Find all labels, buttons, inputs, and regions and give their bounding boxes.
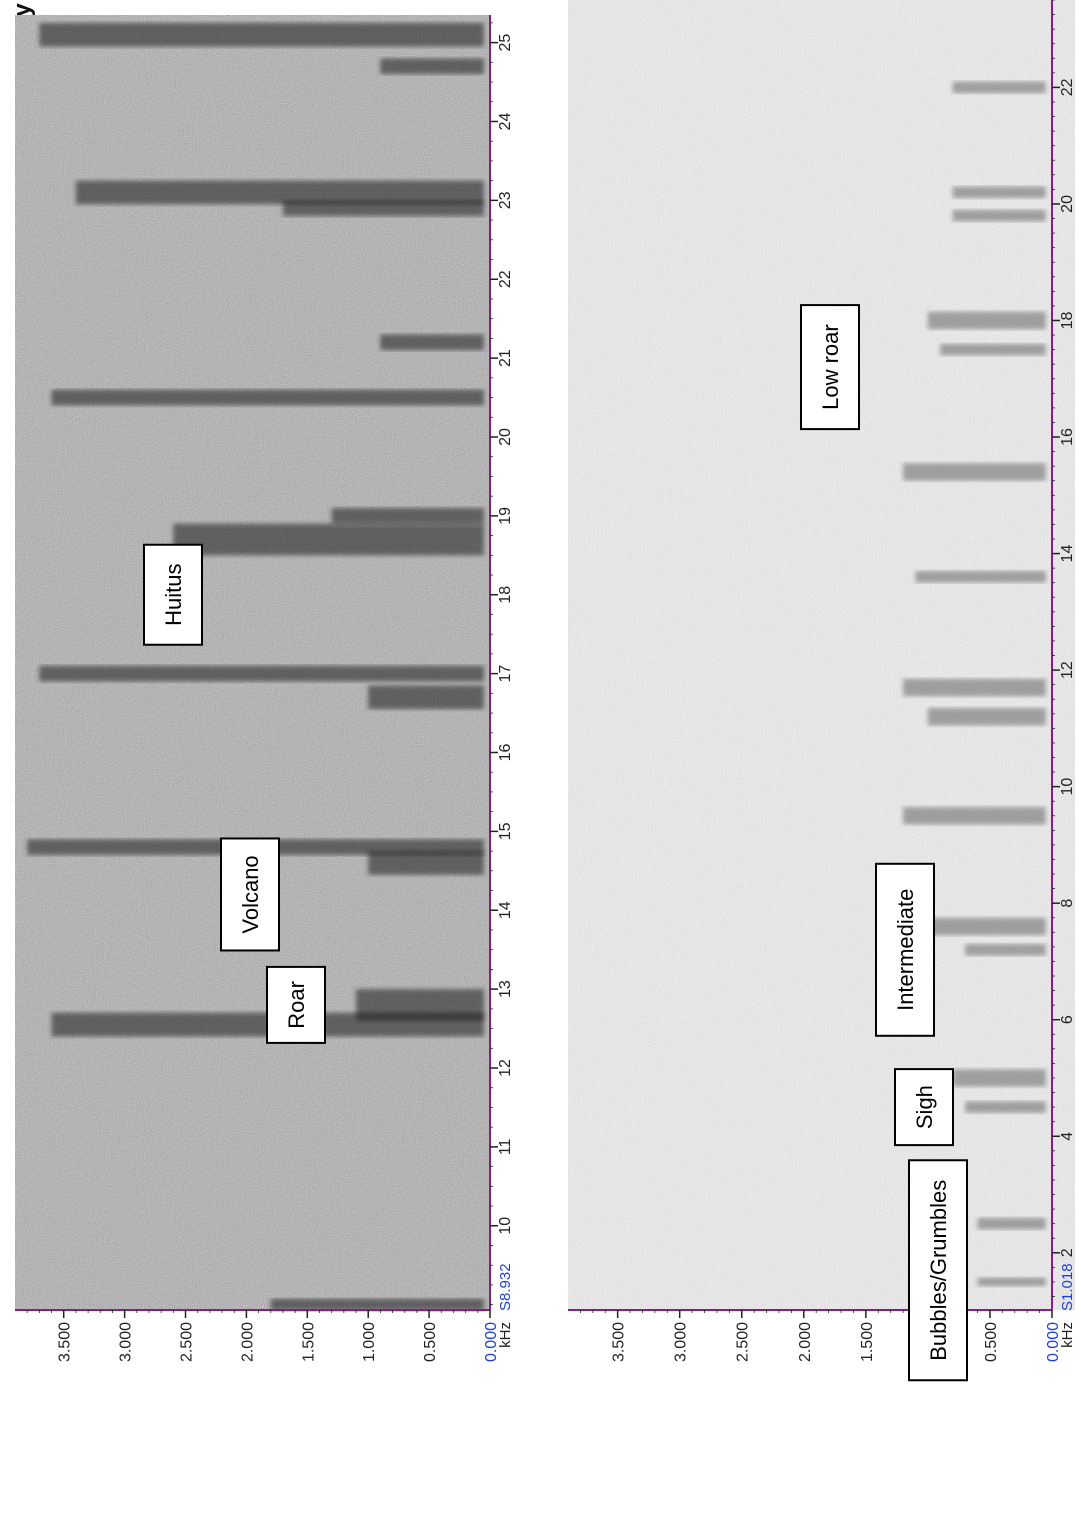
frequency-tick-label: 3.500 <box>611 1322 628 1362</box>
call-label-text: Roar <box>284 981 309 1029</box>
call-mark <box>380 334 484 351</box>
call-mark <box>940 343 1046 356</box>
panel-1-axes: 10 11 12 13 14 15 16 17 18 19 20 21 22 23 24 25 S8.932 0.… <box>15 15 514 1362</box>
time-tick-label: 25 <box>497 34 514 52</box>
frequency-tick-label: 1.000 <box>361 1322 378 1362</box>
call-mark <box>977 1277 1046 1287</box>
call-mark <box>977 1217 1046 1230</box>
time-tick-label: 13 <box>497 980 514 998</box>
frequency-tick-label: 0.500 <box>422 1322 439 1362</box>
frequency-tick-label: 3.000 <box>673 1322 690 1362</box>
call-mark <box>927 917 1046 936</box>
frequency-tick-label: 1.500 <box>859 1322 876 1362</box>
call-mark <box>39 665 484 682</box>
call-mark <box>356 989 484 1021</box>
call-mark <box>270 1298 484 1311</box>
frequency-tick-label: 0.000 <box>483 1322 500 1362</box>
time-tick-label: 16 <box>497 743 514 761</box>
time-start-label: S8.932 <box>497 1263 514 1311</box>
time-tick-label: 4 <box>1059 1132 1076 1141</box>
call-mark <box>331 507 484 524</box>
time-tick-label: 23 <box>497 191 514 209</box>
call-mark <box>965 943 1046 956</box>
call-label-text: Huitus <box>161 564 186 626</box>
call-mark <box>952 1069 1046 1087</box>
frequency-tick-label: 1.500 <box>300 1322 317 1362</box>
time-tick-label: 18 <box>1059 311 1076 329</box>
call-label-box <box>266 965 326 1044</box>
time-tick-label: 20 <box>1059 195 1076 213</box>
call-label-box <box>143 543 203 646</box>
panel-1-call-marks <box>27 22 484 1311</box>
call-mark <box>368 851 484 875</box>
time-tick-label: 11 <box>497 1138 514 1155</box>
call-mark <box>903 678 1046 697</box>
frequency-unit-label: kHz <box>497 1322 514 1348</box>
call-label-text: Low roar <box>818 324 843 410</box>
call-mark <box>368 685 484 710</box>
time-tick-label: 21 <box>497 349 514 367</box>
call-label-text: Intermediate <box>893 889 918 1011</box>
frequency-tick-label: 2.500 <box>735 1322 752 1362</box>
call-mark <box>173 523 484 556</box>
call-mark <box>903 463 1046 481</box>
call-mark <box>380 58 484 75</box>
frequency-tick-label: 2.000 <box>239 1322 256 1362</box>
panel-1-noise <box>15 15 490 1310</box>
frequency-tick-label: 0.000 <box>1045 1322 1062 1362</box>
frequency-tick-label: 0.500 <box>983 1322 1000 1362</box>
panel-1-annotations: Roar Volcano Huitus <box>143 543 326 1044</box>
call-label-box <box>800 304 860 431</box>
call-label-box <box>908 1159 968 1382</box>
call-mark <box>915 571 1046 583</box>
time-tick-label: 12 <box>1059 661 1076 679</box>
spectrogram-panel-1: 10 11 12 13 14 15 16 17 18 19 20 21 22 23 24 25 S8.932 0.… <box>15 15 514 1362</box>
frequency-tick-label: 3.000 <box>118 1322 135 1362</box>
time-tick-label: 22 <box>497 270 514 288</box>
call-mark <box>927 707 1046 726</box>
time-tick-label: 22 <box>1059 78 1076 96</box>
panel-2-annotations: Bubbles/Grumbles Sigh Intermediate Low roar <box>800 304 968 1382</box>
panel-2-axes: 246810121416182022S1.0180.0000.5001.0001… <box>568 0 1076 1362</box>
call-label-text: Volcano <box>238 855 263 933</box>
call-mark <box>952 81 1046 94</box>
call-label-box <box>894 1068 954 1147</box>
time-tick-label: 17 <box>497 665 514 683</box>
time-start-label: S1.018 <box>1059 1263 1076 1311</box>
time-tick-label: 20 <box>497 428 514 446</box>
spectrogram-panel-2: 246810121416182022S1.0180.0000.5001.0001… <box>568 0 1076 1382</box>
time-tick-label: 18 <box>497 586 514 604</box>
time-tick-label: 2 <box>1059 1248 1076 1257</box>
call-label-text: Bubbles/Grumbles <box>926 1180 951 1361</box>
call-label-box <box>875 862 935 1037</box>
time-tick-label: 16 <box>1059 428 1076 446</box>
time-tick-label: 10 <box>497 1217 514 1235</box>
call-label-text: Sigh <box>912 1085 937 1129</box>
time-tick-label: 14 <box>1059 545 1076 563</box>
call-mark <box>51 389 484 406</box>
time-tick-label: 8 <box>1059 899 1076 908</box>
frequency-tick-label: 2.500 <box>179 1322 196 1362</box>
time-tick-label: 6 <box>1059 1015 1076 1024</box>
time-tick-label: 15 <box>497 822 514 840</box>
time-tick-label: 24 <box>497 112 514 130</box>
call-mark <box>75 180 484 205</box>
panel-2-call-marks <box>903 81 1046 1287</box>
call-mark <box>903 807 1046 825</box>
call-mark <box>952 186 1046 199</box>
call-mark <box>927 311 1046 330</box>
call-mark <box>965 1101 1046 1113</box>
time-tick-label: 14 <box>497 901 514 919</box>
call-label-box <box>220 837 280 952</box>
call-mark <box>39 22 484 47</box>
frequency-tick-label: 2.000 <box>797 1322 814 1362</box>
frequency-tick-label: 3.500 <box>57 1322 74 1362</box>
time-tick-label: 12 <box>497 1059 514 1077</box>
frequency-unit-label: kHz <box>1059 1322 1076 1348</box>
time-tick-label: 10 <box>1059 778 1076 796</box>
call-mark <box>952 209 1046 222</box>
time-tick-label: 19 <box>497 507 514 525</box>
